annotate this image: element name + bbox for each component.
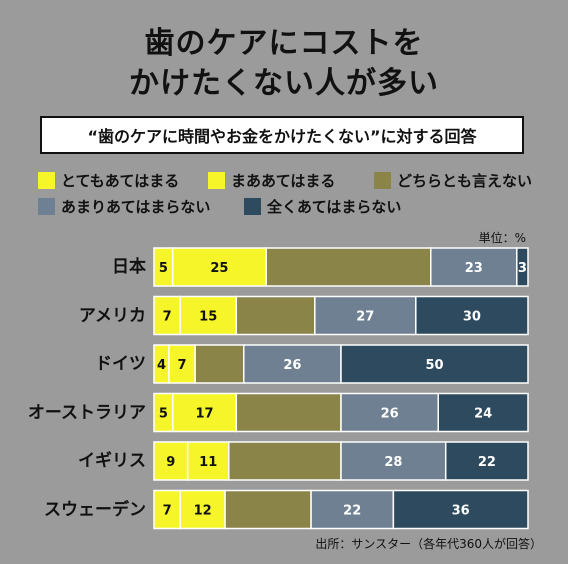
legend-item: とてもあてはまる <box>38 170 179 191</box>
bar-segment <box>194 344 245 384</box>
legend-swatch <box>374 172 391 189</box>
bar-segment <box>340 344 529 384</box>
category-label: オーストラリア <box>27 402 146 423</box>
data-label: 22 <box>478 455 496 470</box>
legend-item: 全くあてはまらない <box>244 196 401 217</box>
data-label: 25 <box>210 261 228 276</box>
legend-label: あまりあてはまらない <box>61 198 211 216</box>
bar-segment <box>340 441 447 481</box>
legend-label: とてもあてはまる <box>61 172 180 190</box>
data-label: 12 <box>194 504 212 519</box>
bar-segment <box>153 295 181 336</box>
bar-segment <box>415 295 529 336</box>
question-box: “歯のケアに時間やお金をかけたくない”に対する回答 <box>40 116 524 154</box>
data-label: 17 <box>195 407 213 422</box>
bar-segment <box>228 441 342 481</box>
data-label: 30 <box>463 310 481 325</box>
bar-segment <box>153 489 181 530</box>
category-label: イギリス <box>78 451 146 471</box>
data-label: 27 <box>356 310 374 325</box>
data-label: 11 <box>199 455 217 470</box>
bar-segment <box>224 489 312 530</box>
data-label: 22 <box>343 504 361 519</box>
bar-segment <box>243 344 342 384</box>
category-label: アメリカ <box>78 305 146 326</box>
bar-segment <box>235 295 316 336</box>
bar-segment <box>314 295 417 336</box>
data-label: 9 <box>166 455 175 470</box>
unit-label: 単位：% <box>478 231 526 245</box>
chart-title-line1: 歯のケアにコストを <box>144 26 424 61</box>
data-label: 7 <box>163 504 172 519</box>
bar-segment <box>168 344 196 384</box>
data-label: 26 <box>381 407 399 422</box>
data-label: 7 <box>178 358 187 373</box>
legend-swatch <box>38 172 55 189</box>
data-label: 26 <box>283 358 301 373</box>
legend-label: どちらとも言えない <box>397 172 533 190</box>
data-label: 5 <box>159 407 168 422</box>
bar-segment <box>179 489 226 530</box>
data-label: 5 <box>159 261 168 276</box>
data-label: 24 <box>474 407 492 422</box>
data-label: 7 <box>163 310 172 325</box>
legend-swatch <box>244 198 261 215</box>
legend-swatch <box>38 198 55 215</box>
bar-segment <box>340 392 439 433</box>
legend: とてもあてはまる まああてはまる どちらとも言えないあまりあてはまらない 全くあてはま… <box>38 170 548 226</box>
legend-item: あまりあてはまらない <box>38 196 210 217</box>
question-text: “歯のケアに時間やお金をかけたくない”に対する回答 <box>87 127 477 146</box>
legend-label: まああてはまる <box>231 172 336 190</box>
bar-segment <box>392 489 529 530</box>
bar-segment <box>437 392 529 433</box>
source-note: 出所：サンスター（各年代360人が回答） <box>315 537 542 551</box>
bar-segment <box>516 247 529 287</box>
bar-segment <box>265 247 432 287</box>
data-label: 3 <box>518 261 527 276</box>
chart-title-line2: かけたくない人が多い <box>129 66 439 101</box>
data-label: 15 <box>199 310 217 325</box>
data-label: 36 <box>452 504 470 519</box>
data-label: 50 <box>425 358 443 373</box>
legend-item: どちらとも言えない <box>374 170 532 191</box>
category-label: スウェーデン <box>44 499 146 520</box>
category-label: ドイツ <box>95 354 146 374</box>
bar-segment <box>430 247 518 287</box>
legend-swatch <box>208 172 225 189</box>
bar-segment <box>179 295 238 336</box>
data-label: 4 <box>157 358 166 373</box>
bar-segment <box>235 392 342 433</box>
category-label: 日本 <box>112 257 146 277</box>
legend-label: 全くあてはまらない <box>267 198 402 216</box>
data-label: 23 <box>465 261 483 276</box>
bar-segment <box>444 441 529 481</box>
data-label: 28 <box>384 455 402 470</box>
legend-item: まああてはまる <box>208 170 335 191</box>
